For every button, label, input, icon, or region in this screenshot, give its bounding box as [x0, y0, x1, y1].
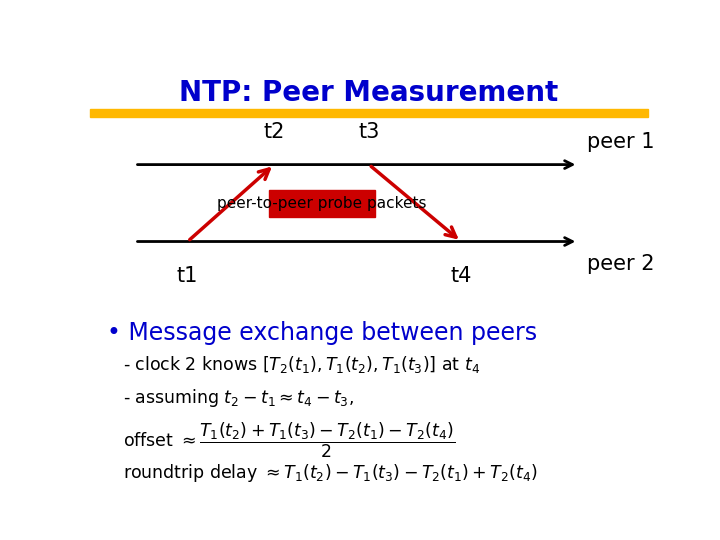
Text: t2: t2 — [264, 122, 285, 141]
Text: • Message exchange between peers: • Message exchange between peers — [107, 321, 537, 345]
Text: - assuming $t_2 - t_1 \approx t_4 - t_3$,: - assuming $t_2 - t_1 \approx t_4 - t_3$… — [124, 387, 354, 409]
Text: peer 1: peer 1 — [587, 132, 654, 152]
Text: roundtrip delay $\approx T_1(t_2) - T_1(t_3) - T_2(t_1) + T_2(t_4)$: roundtrip delay $\approx T_1(t_2) - T_1(… — [124, 462, 539, 484]
Text: t3: t3 — [359, 122, 379, 141]
Text: offset $\approx \dfrac{T_1(t_2) + T_1(t_3) - T_2(t_1) - T_2(t_4)}{2}$: offset $\approx \dfrac{T_1(t_2) + T_1(t_… — [124, 420, 456, 460]
Text: NTP: Peer Measurement: NTP: Peer Measurement — [179, 79, 559, 107]
Text: peer 2: peer 2 — [587, 254, 654, 274]
Text: peer-to-peer probe packets: peer-to-peer probe packets — [217, 195, 426, 211]
Text: t4: t4 — [451, 266, 472, 286]
Bar — [90, 109, 648, 117]
Text: - clock 2 knows $[T_2(t_1), T_1(t_2), T_1(t_3)]$ at $t_4$: - clock 2 knows $[T_2(t_1), T_1(t_2), T_… — [124, 354, 480, 375]
Bar — [269, 190, 374, 217]
Text: t1: t1 — [177, 266, 198, 286]
